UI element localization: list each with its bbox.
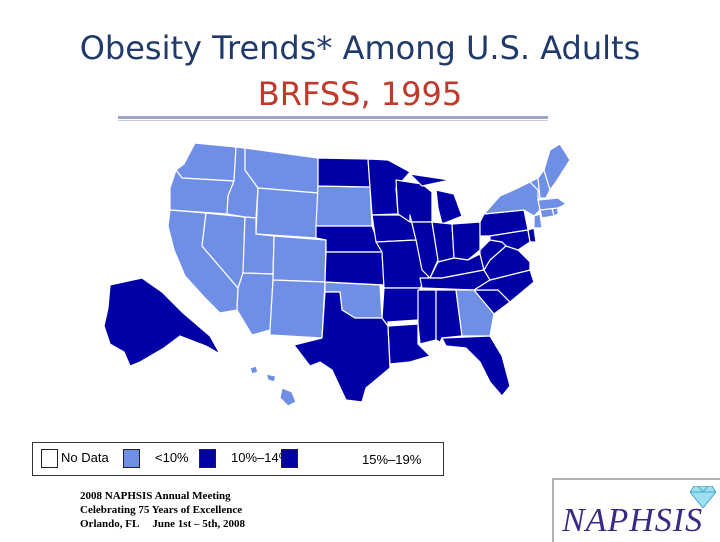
state-ND <box>317 157 371 188</box>
state-SD <box>315 185 373 227</box>
state-WA <box>175 142 237 182</box>
footer-line-1: 2008 NAPHSIS Annual Meeting <box>80 490 231 502</box>
state-GA <box>455 289 495 337</box>
state-KS <box>324 251 385 286</box>
state-OH <box>451 221 481 261</box>
diamond-icon <box>690 486 716 508</box>
state-NJ <box>533 213 543 229</box>
legend-label-15-19: 15%–19% <box>362 452 422 467</box>
state-ME <box>543 143 570 191</box>
state-MA <box>537 197 567 211</box>
title-divider-thin <box>118 120 548 121</box>
footer-line-2: Celebrating 75 Years of Excellence <box>80 504 243 516</box>
state-NH <box>537 169 551 199</box>
legend-label-lt10: <10% <box>155 450 189 465</box>
state-WY <box>255 187 319 239</box>
title-divider <box>118 116 548 119</box>
legend-label-10-14: 10%–14% <box>231 450 291 465</box>
legend-swatch-10-14 <box>199 449 216 468</box>
state-VT <box>529 177 541 201</box>
legend-swatch-15-19 <box>281 449 298 468</box>
legend-label-no-data: No Data <box>61 450 109 465</box>
state-CO <box>272 235 327 283</box>
state-AK <box>103 277 221 367</box>
page-subtitle: BRFSS, 1995 <box>257 75 463 113</box>
conference-footer: 2008 NAPHSIS Annual Meeting Celebrating … <box>80 489 245 531</box>
page-title: Obesity Trends* Among U.S. Adults <box>79 29 641 67</box>
state-MS <box>417 289 437 345</box>
state-DE <box>527 227 537 243</box>
state-NY <box>483 181 541 217</box>
state-AZ <box>236 272 274 336</box>
state-MI <box>409 173 463 225</box>
state-NM <box>269 279 326 339</box>
state-AR <box>381 287 421 327</box>
legend-swatch-lt10 <box>123 449 140 468</box>
state-WI <box>395 179 433 223</box>
legend-swatch-no-data <box>41 449 58 468</box>
state-HI <box>249 365 297 407</box>
naphsis-logo-text: NAPHSIS <box>562 502 704 539</box>
state-TX <box>293 291 391 403</box>
state-NE <box>315 225 383 253</box>
map-legend: No Data <10% 10%–14% <box>32 442 444 476</box>
footer-line-3: Orlando, FL June 1st – 5th, 2008 <box>80 518 246 530</box>
naphsis-logo: NAPHSIS <box>552 478 720 542</box>
us-obesity-map <box>103 142 570 407</box>
state-FL <box>441 335 511 397</box>
